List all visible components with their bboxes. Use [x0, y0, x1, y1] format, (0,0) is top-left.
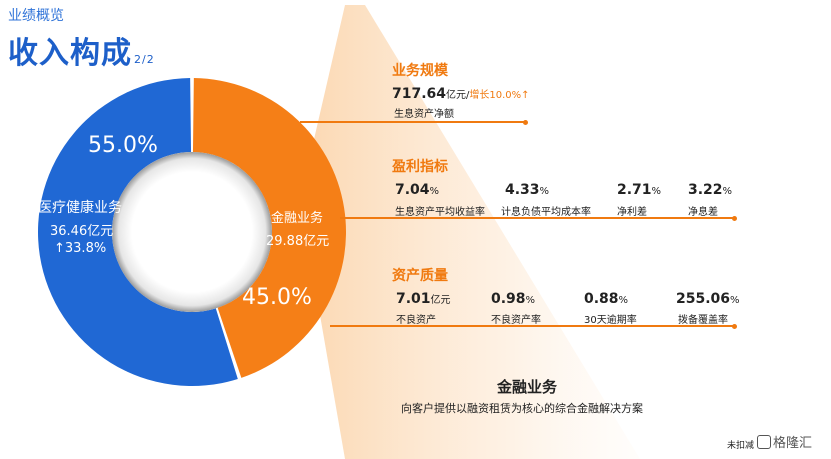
page-title: 收入构成 2/2	[8, 28, 155, 72]
quality-label: 不良资产	[396, 315, 436, 326]
finance-name: 金融业务	[271, 211, 324, 226]
page-title-text: 收入构成	[8, 36, 132, 71]
medical-name: 医疗健康业务	[38, 200, 122, 216]
finance-desc-title: 金融业务	[497, 378, 558, 396]
scale-unit: 亿元/	[446, 90, 470, 101]
quality-unit: %	[525, 295, 536, 306]
profit-item: 7.04%	[395, 182, 439, 198]
quality-rule	[330, 325, 735, 327]
donut-hole	[112, 152, 272, 312]
scale-title: 业务规模	[392, 63, 448, 79]
scale-rule-dot	[523, 119, 528, 125]
profit-item: 4.33%	[505, 182, 549, 198]
profit-unit: %	[722, 186, 733, 197]
quality-item: 0.88%	[584, 291, 628, 307]
profit-label: 计息负债平均成本率	[501, 207, 591, 218]
watermark-logo: 格隆汇	[757, 432, 812, 451]
quality-value: 0.88	[584, 291, 619, 307]
gelonghui-logo-icon	[757, 435, 771, 449]
quality-value: 255.06	[676, 291, 731, 307]
quality-value: 0.98	[491, 291, 526, 307]
profit-unit: %	[429, 186, 440, 197]
profit-unit: %	[651, 186, 662, 197]
scale-growth: 增长10.0%↑	[469, 90, 530, 101]
section-label: 业绩概览	[8, 8, 64, 24]
profit-value: 7.04	[395, 182, 430, 198]
finance-amount: 29.88亿元	[266, 234, 330, 249]
quality-rule-dot	[732, 323, 737, 329]
medical-amount: 36.46亿元	[50, 224, 114, 239]
quality-item: 7.01亿元	[396, 291, 451, 307]
scale-rule	[300, 121, 525, 123]
quality-label: 不良资产率	[491, 315, 541, 326]
quality-value: 7.01	[396, 291, 431, 307]
profit-item: 2.71%	[617, 182, 661, 198]
scale-label: 生息资产净额	[394, 109, 454, 120]
scale-number: 717.64	[392, 86, 447, 102]
profit-value: 4.33	[505, 182, 540, 198]
footer-note: 未扣减	[727, 441, 755, 451]
quality-unit: %	[730, 295, 740, 306]
quality-unit: 亿元	[430, 295, 451, 306]
quality-unit: %	[618, 295, 629, 306]
page-number: 2/2	[134, 53, 155, 66]
finance-desc-text: 向客户提供以融资租赁为核心的综合金融解决方案	[401, 402, 643, 415]
scale-value: 717.64亿元/增长10.0%↑	[392, 86, 530, 102]
profit-title: 盈利指标	[392, 159, 448, 175]
profit-rule-dot	[732, 215, 737, 221]
profit-label: 生息资产平均收益率	[395, 207, 485, 218]
profit-item: 3.22%	[688, 182, 732, 198]
quality-label: 30天逾期率	[584, 315, 637, 326]
medical-pct: 55.0%	[88, 133, 158, 158]
finance-pct: 45.0%	[242, 285, 312, 310]
profit-unit: %	[539, 186, 550, 197]
quality-title: 资产质量	[392, 268, 448, 284]
profit-value: 2.71	[617, 182, 652, 198]
medical-segment	[37, 78, 238, 387]
profit-label: 净息差	[688, 207, 718, 218]
logo-text: 格隆汇	[773, 436, 813, 451]
quality-item: 255.06%	[676, 291, 740, 307]
profit-rule	[340, 217, 735, 219]
finance-segment	[192, 78, 347, 378]
profit-value: 3.22	[688, 182, 723, 198]
revenue-donut-chart	[37, 78, 347, 387]
medical-growth: ↑33.8%	[54, 241, 107, 256]
quality-label: 拨备覆盖率	[678, 315, 728, 326]
quality-item: 0.98%	[491, 291, 535, 307]
profit-label: 净利差	[617, 207, 647, 218]
